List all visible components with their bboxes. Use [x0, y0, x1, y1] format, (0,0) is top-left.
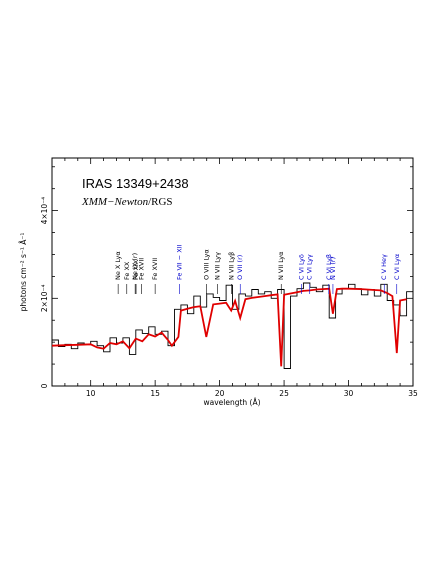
data-spectrum-line: [52, 282, 413, 369]
line-label: C VI Lyδ: [298, 254, 306, 280]
line-label: O VII (r): [236, 255, 244, 280]
line-label: N VII Lyγ: [213, 252, 221, 280]
subtitle-instrument: /RGS: [148, 196, 172, 208]
x-tick-label: 30: [344, 389, 354, 398]
x-tick-label: 20: [215, 389, 225, 398]
y-tick-label: 4×10⁻⁴: [40, 197, 49, 225]
line-label: Fe XVII: [151, 258, 159, 280]
line-label: N VI (r): [329, 257, 337, 280]
model-fit-line: [51, 287, 407, 367]
x-tick-label: 15: [150, 389, 160, 398]
x-tick-label: 25: [279, 389, 289, 398]
line-label: Fe XX: [123, 261, 131, 280]
line-label: N VII Lyβ: [227, 252, 235, 280]
x-tick-label: 10: [86, 389, 96, 398]
line-label: C VI Lyγ: [306, 254, 314, 280]
y-axis-label: photons cm⁻² s⁻¹ Å⁻¹: [19, 233, 28, 312]
line-label: Fe VII − XII: [176, 244, 184, 280]
x-tick-labels: 10 15 20 25 30 35: [86, 389, 418, 398]
line-label: Ne IX (r): [131, 253, 139, 280]
axis-ticks: [51, 158, 414, 387]
line-label: Fe XIX: [132, 259, 140, 280]
line-label: Ne X Lyα: [114, 251, 122, 280]
data-series: [51, 282, 413, 369]
x-tick-label: 35: [408, 389, 418, 398]
y-tick-label: 0: [40, 383, 49, 388]
line-label: C VI Lyα: [393, 254, 401, 280]
line-label: N VII Lyα: [277, 252, 285, 280]
chart-title: IRAS 13349+2438: [82, 176, 189, 191]
x-axis-label: wavelength (Å): [203, 398, 260, 407]
line-label: Fe XVII: [138, 258, 146, 280]
line-label: C VI Lyβ: [325, 254, 333, 280]
line-label: O VIII Lyα: [202, 249, 210, 280]
subtitle-mission: XMM−Newton: [81, 196, 149, 208]
line-label: C V Heγ: [380, 254, 388, 280]
y-tick-label: 2×10⁻⁴: [40, 285, 49, 313]
chart-subtitle: XMM−Newton/RGS: [81, 196, 173, 208]
y-tick-labels: 0 2×10⁻⁴ 4×10⁻⁴: [40, 197, 49, 389]
